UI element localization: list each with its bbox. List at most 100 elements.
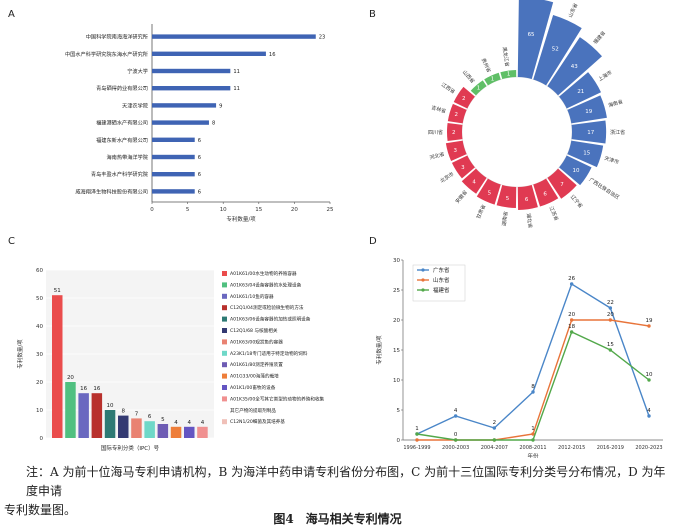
panel-d: D 0 5 10 15 20 25 30 1996-1999 2000-2003 2004-2007… [345, 230, 675, 460]
figure-title: 图4 海马相关专利情况 [273, 512, 402, 526]
data-label: 3 [461, 165, 465, 171]
category-label: 安徽省 [454, 189, 469, 205]
y-tick-label: 60 [36, 268, 43, 274]
data-point [608, 306, 613, 310]
data-label: 10 [572, 168, 579, 174]
bar-chart-ipc: C 0 10 20 30 40 50 60 专利数量/项 51 20 16 16 10 8 7 6 5 4 4 4 国际专… [8, 236, 325, 452]
data-label: 16 [93, 386, 100, 392]
x-axis-title: 国际专利分类（IPC）号 [101, 444, 160, 452]
legend-swatch [222, 419, 227, 425]
data-label: 10 [107, 403, 114, 409]
legend-entry: A01K61/00水生动物的养殖容器 [230, 270, 297, 277]
bar [152, 120, 209, 125]
data-label: 8 [122, 409, 126, 415]
radial-bar [567, 95, 607, 124]
data-point [531, 432, 535, 436]
data-point [569, 330, 574, 334]
legend-entry: C12Q1/68 与核酸相关 [230, 327, 278, 334]
legend-entry: A01G33/00海藻的栽培 [230, 373, 279, 380]
y-axis-title: 专利数量/项 [16, 339, 24, 369]
legend-marker [421, 288, 425, 292]
data-label: 5 [161, 417, 165, 423]
bar [52, 295, 63, 438]
category-label: 江西省 [440, 81, 456, 95]
bar [152, 189, 195, 194]
panel-label-b: B [369, 9, 376, 20]
legend-swatch [222, 271, 227, 276]
category-label: 海南热带海洋学院 [106, 153, 148, 161]
legend-swatch [222, 362, 227, 368]
bar [184, 426, 195, 438]
data-label: 0 [454, 432, 458, 438]
y-tick-label: 30 [36, 352, 43, 358]
x-tick-label: 2000-2003 [442, 445, 469, 451]
data-label: 11 [233, 86, 240, 92]
legend-entry: 福建省 [433, 286, 450, 294]
data-label: 23 [319, 35, 326, 41]
radial-bar [559, 155, 592, 186]
bar [170, 426, 182, 438]
y-tick-label: 30 [393, 258, 400, 264]
data-label: 1 [507, 72, 511, 78]
radial-bar [547, 168, 577, 199]
bar [197, 426, 208, 438]
data-point [569, 282, 574, 286]
data-point [647, 324, 651, 328]
data-point [531, 438, 535, 442]
data-label: 52 [552, 46, 559, 52]
data-label: 1 [415, 426, 419, 432]
data-point [415, 438, 419, 442]
y-axis-title: 专利数量/项 [375, 335, 383, 365]
x-tick-label: 15 [255, 207, 262, 213]
bar [78, 393, 89, 438]
data-point [608, 318, 613, 322]
data-label: 21 [577, 89, 584, 95]
radial-bar [547, 37, 602, 96]
x-tick-label: 0 [150, 207, 154, 213]
legend-entry: 广东省 [433, 266, 450, 274]
data-label: 6 [148, 414, 152, 420]
category-label: 吉林省 [430, 104, 446, 115]
panel-label-c: C [8, 236, 15, 247]
y-tick-label: 20 [393, 318, 400, 324]
legend-entry: A01K61/80测定养殖装置 [230, 361, 283, 368]
legend-swatch [222, 305, 227, 311]
data-point [647, 378, 651, 382]
legend-swatch [222, 293, 227, 299]
data-point [647, 414, 651, 418]
legend-marker [421, 268, 425, 272]
radial-bar [447, 103, 467, 124]
x-tick-label: 2016-2019 [597, 445, 624, 451]
radial-bar [559, 72, 602, 109]
bar [152, 34, 316, 39]
data-label: 26 [568, 276, 575, 282]
data-label: 65 [528, 32, 535, 38]
category-label: 福建省 [592, 30, 607, 46]
data-label: 19 [646, 318, 653, 324]
category-label: 山西省 [461, 69, 476, 85]
legend-entry: 其它产物的提取剂制品 [230, 407, 276, 414]
radial-bar-chart-provinces: B65广东省52山东省43福建省21上海市19海南省17浙江省15天津市10广西… [369, 0, 625, 229]
radial-bar [517, 0, 554, 80]
radial-bar [500, 70, 517, 80]
data-label: 4 [188, 420, 192, 426]
data-label: 7 [135, 411, 139, 417]
legend-swatch [222, 396, 227, 402]
data-label: 10 [646, 372, 653, 378]
radial-bar [484, 72, 501, 86]
panel-label-d: D [369, 236, 377, 247]
legend-entry: C12N1/20细菌及其培养基 [230, 418, 285, 425]
data-label: 8 [531, 384, 535, 390]
data-label: 16 [269, 52, 276, 58]
bar [104, 410, 116, 438]
legend-entry: A23K1/18专门适用于特定动物的饲料 [230, 350, 308, 357]
x-tick-label: 25 [327, 207, 334, 213]
data-label: 15 [583, 150, 590, 156]
radial-bar [496, 184, 517, 208]
series-line [416, 282, 650, 435]
category-label: 北京市 [439, 171, 455, 185]
y-tick-label: 25 [393, 288, 400, 294]
category-label: 湖南省 [501, 211, 510, 227]
data-label: 8 [212, 121, 215, 127]
data-label: 18 [568, 324, 575, 330]
